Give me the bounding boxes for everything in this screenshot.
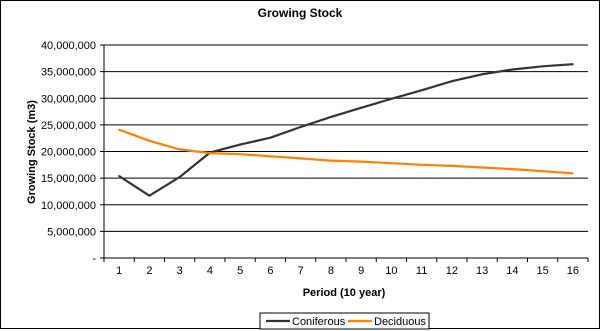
data-point-coniferous bbox=[390, 97, 393, 100]
x-tick-label: 9 bbox=[358, 265, 364, 277]
data-point-coniferous bbox=[118, 175, 121, 177]
y-tick-label: 40,000,000 bbox=[41, 40, 96, 52]
data-point-coniferous bbox=[571, 63, 574, 66]
data-point-coniferous bbox=[148, 194, 151, 197]
y-tick-label: 20,000,000 bbox=[41, 147, 96, 159]
x-tick-label: 2 bbox=[146, 265, 152, 277]
x-tick-label: 7 bbox=[298, 265, 304, 277]
x-tick-label: 16 bbox=[567, 265, 579, 277]
data-point-deciduous bbox=[450, 164, 453, 167]
data-point-deciduous bbox=[571, 172, 574, 175]
y-axis-title: Growing Stock (m3) bbox=[26, 100, 38, 204]
data-point-deciduous bbox=[511, 168, 514, 170]
legend-box bbox=[259, 312, 430, 330]
y-tick-label: 35,000,000 bbox=[41, 67, 96, 79]
data-point-coniferous bbox=[299, 126, 302, 128]
data-point-deciduous bbox=[299, 157, 302, 160]
data-point-coniferous bbox=[481, 73, 484, 76]
data-point-deciduous bbox=[178, 148, 181, 151]
x-tick-label: 13 bbox=[476, 265, 488, 277]
y-tick-label: 25,000,000 bbox=[41, 120, 96, 132]
data-point-coniferous bbox=[360, 106, 363, 109]
x-tick-label: 6 bbox=[267, 265, 273, 277]
data-point-coniferous bbox=[511, 68, 514, 71]
data-point-deciduous bbox=[118, 128, 121, 131]
series-line-coniferous bbox=[118, 63, 573, 197]
x-tick-label: 12 bbox=[446, 265, 458, 277]
data-point-deciduous bbox=[208, 152, 211, 154]
y-tick-label: 10,000,000 bbox=[41, 200, 96, 212]
x-tick-label: 1 bbox=[116, 265, 122, 277]
x-tick-label: 5 bbox=[237, 265, 243, 277]
x-tick-label: 14 bbox=[506, 265, 518, 277]
y-tick-label: 15,000,000 bbox=[41, 173, 96, 185]
data-point-coniferous bbox=[269, 136, 272, 139]
legend-label-coniferous: Coniferous bbox=[292, 316, 346, 328]
x-axis-title: Period (10 year) bbox=[303, 287, 386, 299]
data-point-deciduous bbox=[420, 163, 423, 166]
x-axis-tick-labels: 1 2 3 4 5 6 7 8 9 10 11 12 13 14 15 16 bbox=[116, 265, 579, 277]
y-tick-label: - bbox=[92, 253, 96, 265]
data-point-deciduous bbox=[239, 153, 242, 156]
gridlines bbox=[104, 44, 588, 232]
x-tick-label: 15 bbox=[537, 265, 549, 277]
x-tick-label: 10 bbox=[385, 265, 397, 277]
data-point-coniferous bbox=[450, 80, 453, 83]
data-point-deciduous bbox=[541, 170, 544, 173]
legend: Coniferous Deciduous bbox=[259, 312, 430, 330]
y-tick-label: 5,000,000 bbox=[47, 226, 96, 238]
data-point-coniferous bbox=[329, 115, 332, 118]
data-point-deciduous bbox=[329, 159, 332, 162]
x-tick-label: 4 bbox=[207, 265, 213, 277]
data-point-coniferous bbox=[178, 176, 181, 178]
data-point-deciduous bbox=[390, 162, 393, 165]
data-point-deciduous bbox=[481, 166, 484, 169]
data-point-coniferous bbox=[541, 65, 544, 68]
series-line-deciduous bbox=[118, 128, 573, 175]
y-axis-tick-labels: - 5,000,000 10,000,000 15,000,000 20,000,000… bbox=[41, 40, 96, 265]
data-point-deciduous bbox=[360, 160, 363, 163]
x-tick-label: 8 bbox=[328, 265, 334, 277]
x-tick-label: 11 bbox=[416, 265, 427, 277]
axes bbox=[100, 44, 589, 262]
data-point-coniferous bbox=[420, 89, 423, 92]
legend-label-deciduous: Deciduous bbox=[374, 316, 426, 328]
chart-title: Growing Stock bbox=[258, 6, 343, 20]
data-point-deciduous bbox=[269, 155, 272, 158]
y-tick-label: 30,000,000 bbox=[41, 93, 96, 105]
data-point-deciduous bbox=[148, 139, 151, 142]
series-lines bbox=[118, 63, 574, 197]
x-tick-label: 3 bbox=[177, 265, 183, 277]
data-point-coniferous bbox=[239, 143, 242, 146]
